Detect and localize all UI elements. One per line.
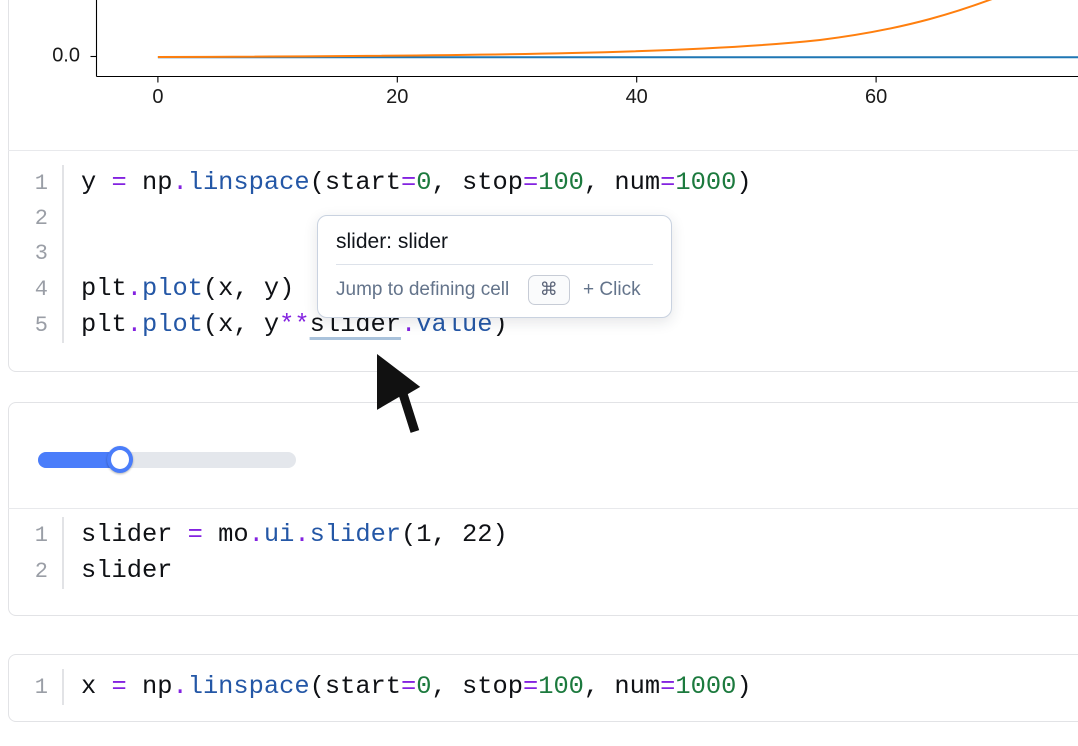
svg-text:20: 20	[386, 86, 408, 108]
svg-text:40: 40	[626, 86, 648, 108]
svg-text:60: 60	[865, 86, 887, 108]
svg-text:0.0: 0.0	[52, 45, 80, 67]
svg-text:0: 0	[152, 86, 163, 108]
